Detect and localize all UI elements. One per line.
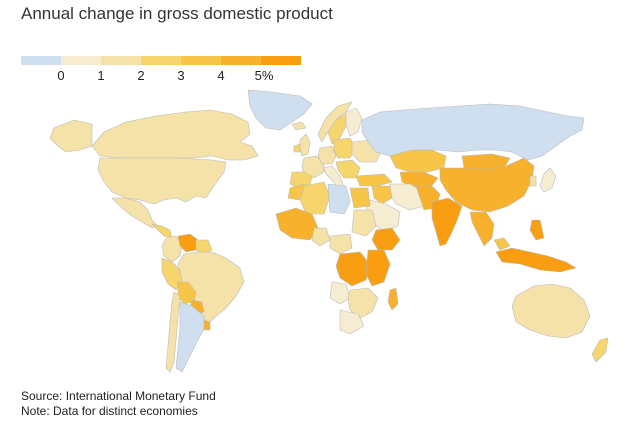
chart-title: Annual change in gross domestic product xyxy=(21,4,333,23)
legend-label-0: 0 xyxy=(57,68,65,83)
region-turkey xyxy=(355,173,393,187)
region-greenland xyxy=(247,89,313,131)
region-chile xyxy=(165,291,181,373)
region-egypt xyxy=(349,187,371,209)
region-iraq-syria xyxy=(371,185,393,205)
source-note: Source: International Monetary Fund xyxy=(21,389,216,403)
region-drc xyxy=(335,251,371,287)
region-central-america xyxy=(151,223,173,239)
region-alaska xyxy=(49,119,93,153)
region-france xyxy=(301,155,325,179)
region-sweden xyxy=(327,113,347,145)
region-argentina xyxy=(175,301,207,373)
region-germany xyxy=(317,145,337,165)
region-south-africa xyxy=(339,309,365,335)
region-angola xyxy=(329,281,351,305)
region-uruguay xyxy=(203,319,211,331)
data-note: Note: Data for distinct economies xyxy=(21,404,198,418)
region-poland-baltics xyxy=(333,137,357,159)
region-korea xyxy=(529,175,537,187)
region-central-africa xyxy=(329,233,353,255)
region-indonesia xyxy=(495,247,577,273)
region-usa xyxy=(97,157,227,205)
region-japan xyxy=(539,167,557,193)
legend-label-5: 5% xyxy=(254,68,274,83)
region-malaysia xyxy=(493,237,511,251)
region-southern-africa xyxy=(347,287,379,319)
region-ethiopia xyxy=(371,227,401,251)
region-finland xyxy=(345,107,363,137)
legend-labels: 0 1 2 3 4 5% xyxy=(21,68,301,84)
region-ireland xyxy=(293,143,301,153)
region-nigeria xyxy=(311,227,331,247)
legend-bin-2 xyxy=(141,56,181,65)
region-canada xyxy=(91,109,259,161)
legend-bin-3 xyxy=(181,56,221,65)
region-new-zealand xyxy=(591,337,609,363)
region-russia xyxy=(361,103,585,161)
legend-bin-5 xyxy=(261,56,301,65)
region-china xyxy=(439,157,535,213)
legend-bin-0 xyxy=(61,56,101,65)
region-mainland-se-asia xyxy=(469,211,495,247)
legend-label-3: 3 xyxy=(177,68,185,83)
legend-label-1: 1 xyxy=(97,68,105,83)
region-algeria xyxy=(299,181,331,215)
region-sudan xyxy=(351,209,377,237)
legend-bin-negative xyxy=(21,56,61,65)
region-india xyxy=(431,197,463,247)
world-map xyxy=(49,89,609,373)
legend-label-4: 4 xyxy=(217,68,225,83)
legend-bin-4 xyxy=(221,56,261,65)
region-australia xyxy=(511,283,591,339)
region-colombia xyxy=(161,235,183,263)
region-philippines xyxy=(529,219,545,241)
region-iceland xyxy=(291,121,307,131)
legend-color-scale xyxy=(21,56,301,65)
region-libya xyxy=(327,183,351,215)
chart-footer: Source: International Monetary Fund Note… xyxy=(21,389,216,419)
region-uk xyxy=(299,133,311,157)
legend-bin-1 xyxy=(101,56,141,65)
region-madagascar xyxy=(387,287,399,311)
region-east-africa xyxy=(365,249,391,287)
region-balkans xyxy=(335,159,361,179)
legend-label-2: 2 xyxy=(137,68,145,83)
